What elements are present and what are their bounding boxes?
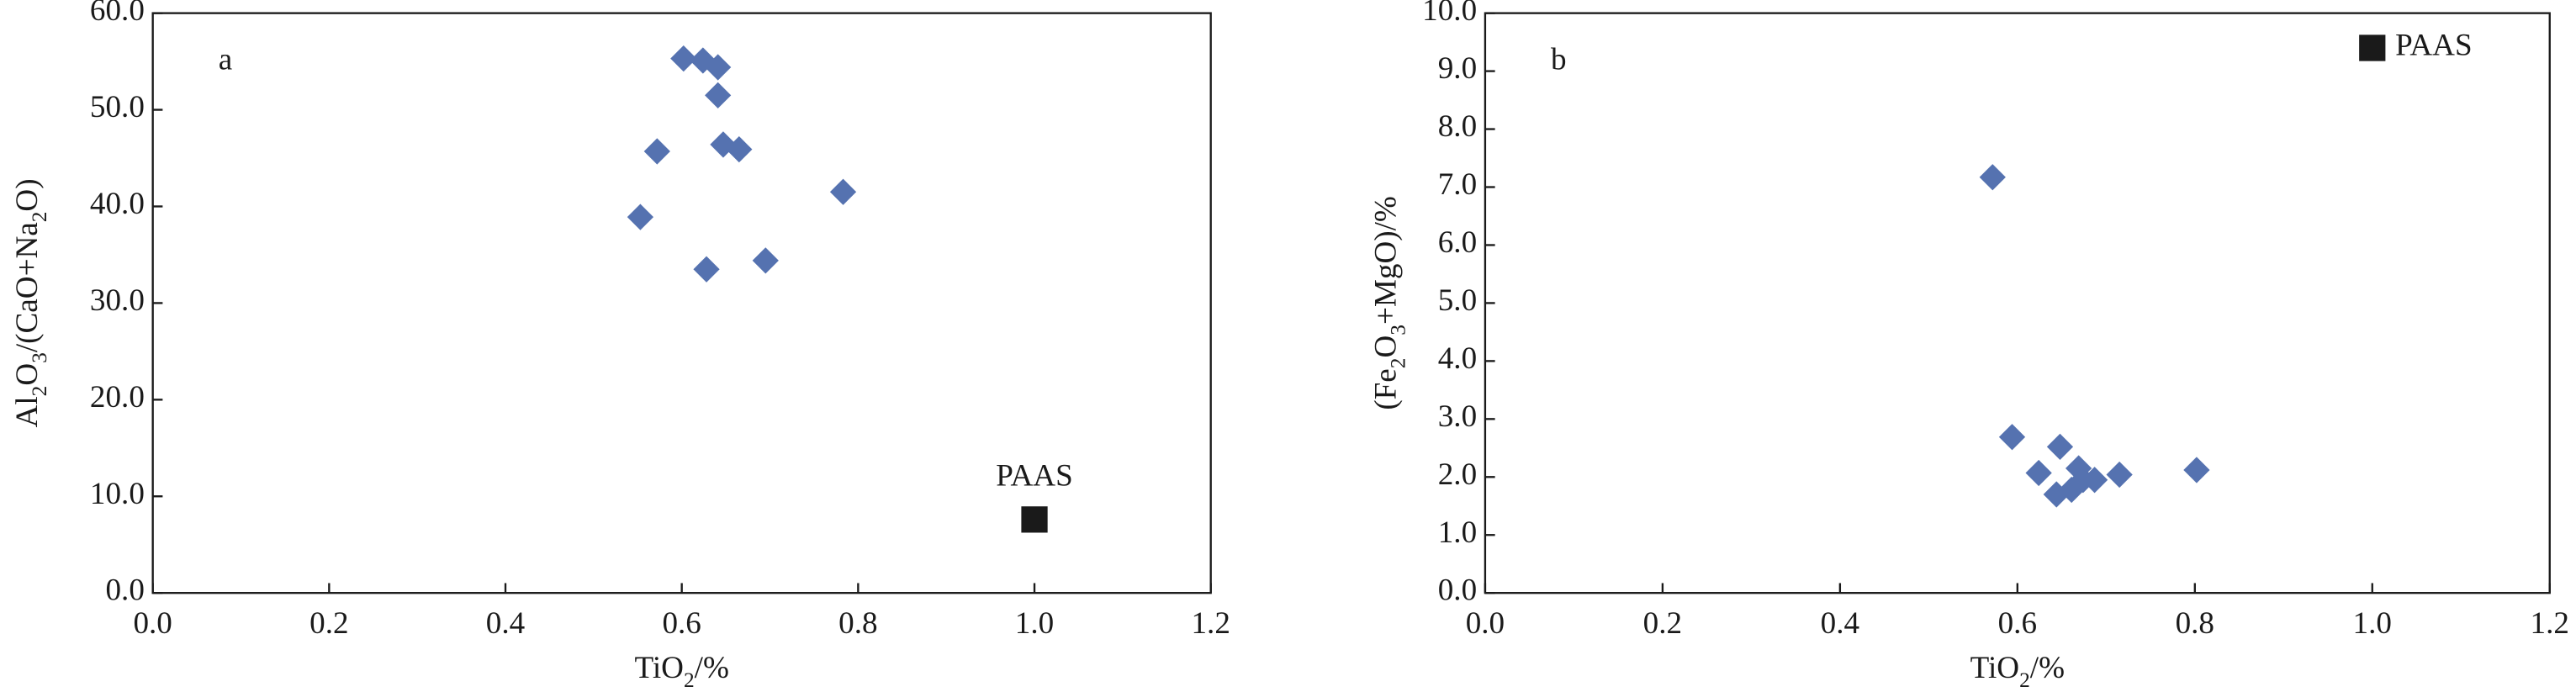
marker bbox=[829, 178, 857, 205]
x-tick-label: 0.6 bbox=[662, 606, 701, 641]
x-tick-label: 1.0 bbox=[1015, 606, 1054, 641]
marker bbox=[1021, 506, 1048, 533]
series-label: PAAS bbox=[2395, 29, 2472, 63]
y-tick-label: 50.0 bbox=[90, 90, 145, 124]
y-tick-label: 20.0 bbox=[90, 380, 145, 415]
y-tick-label: 7.0 bbox=[1438, 167, 1477, 202]
marker bbox=[2046, 433, 2074, 461]
marker bbox=[627, 203, 654, 230]
y-tick-label: 60.0 bbox=[90, 0, 145, 28]
marker bbox=[670, 45, 697, 72]
x-tick-label: 1.2 bbox=[2531, 606, 2569, 641]
y-tick-label: 4.0 bbox=[1438, 341, 1477, 376]
panel-label: a bbox=[219, 43, 232, 77]
y-tick-label: 3.0 bbox=[1438, 399, 1477, 434]
marker bbox=[2106, 461, 2133, 489]
y-tick-label: 10.0 bbox=[1422, 0, 1477, 28]
x-tick-label: 0.2 bbox=[1643, 606, 1682, 641]
x-tick-label: 0.8 bbox=[838, 606, 877, 641]
x-axis-label: TiO2/% bbox=[634, 651, 728, 692]
marker bbox=[1998, 424, 2026, 451]
x-tick-label: 0.4 bbox=[1821, 606, 1859, 641]
y-axis-label: Al2O3/(CaO+Na2O) bbox=[10, 178, 51, 427]
y-tick-label: 30.0 bbox=[90, 283, 145, 318]
y-tick-label: 0.0 bbox=[1438, 573, 1477, 608]
marker bbox=[2183, 457, 2210, 483]
marker bbox=[2043, 481, 2070, 508]
y-axis-label: (Fe2O3+MgO)/% bbox=[1368, 196, 1410, 410]
panel-label: b bbox=[1551, 43, 1567, 77]
x-tick-label: 0.8 bbox=[2176, 606, 2214, 641]
y-tick-label: 40.0 bbox=[90, 187, 145, 221]
plot-frame bbox=[151, 12, 1212, 594]
marker bbox=[705, 54, 732, 81]
marker bbox=[1979, 164, 2006, 191]
y-tick-label: 6.0 bbox=[1438, 225, 1477, 260]
y-tick-label: 9.0 bbox=[1438, 51, 1477, 86]
marker bbox=[705, 82, 732, 108]
y-tick-label: 1.0 bbox=[1438, 515, 1477, 550]
x-tick-label: 0.0 bbox=[1466, 606, 1505, 641]
marker bbox=[693, 256, 720, 283]
y-tick-label: 10.0 bbox=[90, 477, 145, 511]
x-tick-label: 0.6 bbox=[1998, 606, 2037, 641]
marker bbox=[752, 247, 779, 274]
marker bbox=[726, 136, 753, 163]
x-tick-label: 0.2 bbox=[309, 606, 348, 641]
y-tick-label: 8.0 bbox=[1438, 109, 1477, 144]
x-tick-label: 1.0 bbox=[2353, 606, 2392, 641]
series-label: PAAS bbox=[996, 459, 1072, 494]
y-tick-label: 5.0 bbox=[1438, 283, 1477, 318]
y-tick-label: 2.0 bbox=[1438, 457, 1477, 492]
x-tick-label: 0.4 bbox=[486, 606, 525, 641]
x-tick-label: 1.2 bbox=[1191, 606, 1230, 641]
marker bbox=[2359, 34, 2386, 61]
marker bbox=[2025, 459, 2052, 487]
y-tick-label: 0.0 bbox=[106, 573, 145, 608]
marker bbox=[643, 138, 670, 165]
x-tick-label: 0.0 bbox=[133, 606, 172, 641]
x-axis-label: TiO2/% bbox=[1970, 651, 2065, 692]
plot-frame bbox=[1484, 12, 2551, 594]
